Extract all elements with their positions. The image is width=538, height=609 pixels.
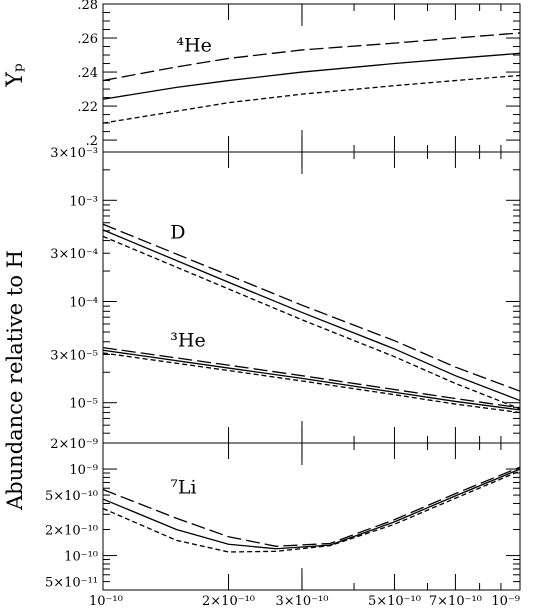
series-line-dashed [102,466,521,547]
series-annotation: ⁴He [176,35,211,57]
abundance-axis-label: Abundance relative to H [3,250,27,511]
y-tick-label: 2×10⁻⁹ [50,437,98,452]
y-tick-label: 3×10⁻⁵ [50,348,98,363]
y-tick-label: .22 [77,100,98,115]
panel-frame [102,151,521,444]
y-tick-label: 10⁻¹⁰ [64,550,98,565]
y-tick-label: 10⁻⁵ [69,397,98,412]
series-annotation: D [170,221,185,243]
x-tick-label: 3×10⁻¹⁰ [275,594,328,609]
series-line-d-dashed [102,223,521,392]
y-tick-label: .26 [77,32,98,47]
y-tick-label: 3×10⁻³ [50,146,98,161]
x-tick-label: 5×10⁻¹⁰ [368,594,421,609]
y-tick-label: .28 [77,0,98,13]
y-tick-label: 3×10⁻⁴ [50,247,98,262]
panel-lithium7: 2×10⁻⁹ 10⁻⁹ 5×10⁻¹⁰ 2×10⁻¹⁰ 10⁻¹⁰ 5×10⁻¹¹ ⁷Li [45,437,521,591]
y-tick-label: 2×10⁻¹⁰ [45,524,98,539]
y-tick-label: 5×10⁻¹¹ [45,576,98,591]
panel-deuterium-helium3: 3×10⁻³ 10⁻³ 3×10⁻⁴ 10⁻⁴ 3×10⁻⁵ 10⁻⁵ D ³He [50,146,521,444]
x-tick-label: 10⁻⁹ [491,594,520,609]
panel-frame [102,442,521,591]
panel-frame [102,3,521,153]
series-annotation: ⁷Li [170,477,196,499]
series-annotation: ³He [170,329,205,351]
x-axis: 10⁻¹⁰ 2×10⁻¹⁰ 3×10⁻¹⁰ 5×10⁻¹⁰ 7×10⁻¹⁰ 10⁻⁹ [89,594,520,609]
chart-panels: .28.26.24.22.2⁴He3×10⁻³10⁻³3×10⁻⁴10⁻⁴3×1… [45,0,521,591]
y-tick-label: 10⁻³ [69,194,98,209]
y-tick-label: .24 [77,66,98,81]
series-line-3he-solid [102,349,521,411]
y-tick-label: 5×10⁻¹⁰ [45,489,98,504]
series-line-solid [102,52,521,100]
series-line-3he-dashed [102,347,521,409]
x-tick-label: 7×10⁻¹⁰ [429,594,482,609]
series-line-d-solid [102,229,521,402]
series-line-d-dotted [102,235,521,410]
y-tick-label: .2 [86,134,98,149]
x-tick-label: 10⁻¹⁰ [89,594,123,609]
y-tick-label: 10⁻⁴ [69,296,98,311]
series-line-dashed [102,32,521,82]
series-line-dotted [102,470,521,553]
y-tick-label: 10⁻⁹ [69,463,98,478]
panel-helium4: .28 .26 .24 .22 .2 ⁴He [77,0,521,153]
series-line-dotted [102,74,521,124]
series-line-3he-dotted [102,352,521,414]
series-line-solid [102,468,521,550]
yp-axis-label: Yₚ [3,63,28,88]
x-tick-label: 2×10⁻¹⁰ [202,594,255,609]
